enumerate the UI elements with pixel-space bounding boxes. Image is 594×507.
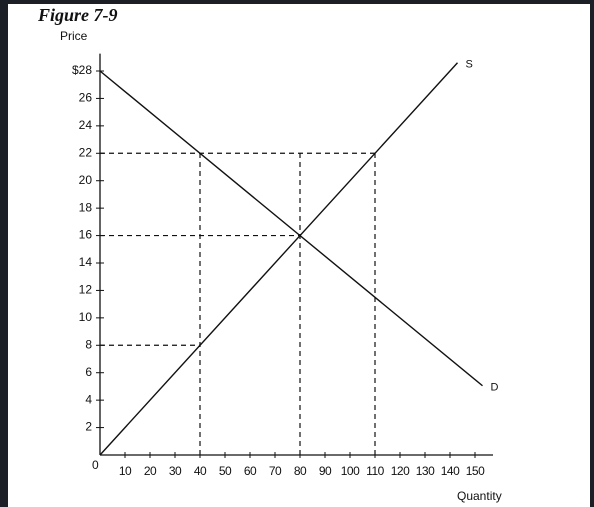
origin-label: 0 <box>92 458 99 472</box>
x-tick-label: 120 <box>391 464 410 478</box>
line <box>99 62 459 456</box>
x-axis-label: Quantity <box>457 489 502 503</box>
frame-left <box>0 0 8 507</box>
y-tick-label: 24 <box>79 118 93 132</box>
x-tick-label: 20 <box>144 464 157 478</box>
x-tick-label: 90 <box>319 464 332 478</box>
y-tick-label: 2 <box>85 420 92 434</box>
y-tick-label: $28 <box>72 63 92 77</box>
y-tick-label: 8 <box>85 337 92 351</box>
y-tick-label: 18 <box>79 200 93 214</box>
x-tick-label: 70 <box>269 464 282 478</box>
x-tick-label: 50 <box>219 464 232 478</box>
line-label: D <box>491 382 499 394</box>
y-tick-label: 22 <box>79 145 93 159</box>
y-axis-label: Price <box>60 29 88 43</box>
y-tick-label: 10 <box>79 310 93 324</box>
y-tick-label: 6 <box>85 365 92 379</box>
y-tick-label: 14 <box>79 255 93 269</box>
x-tick-label: 40 <box>194 464 207 478</box>
x-tick-label: 80 <box>294 464 307 478</box>
x-tick-label: 140 <box>441 464 460 478</box>
x-tick-label: 10 <box>119 464 132 478</box>
x-tick-label: 30 <box>169 464 182 478</box>
x-tick-label: 110 <box>366 464 384 478</box>
chart-title: Figure 7-9 <box>37 5 118 25</box>
y-tick-label: 20 <box>79 173 93 187</box>
line <box>99 70 483 387</box>
line-label: S <box>466 59 473 71</box>
x-tick-label: 130 <box>416 464 435 478</box>
frame-right <box>590 0 594 507</box>
x-tick-label: 60 <box>244 464 257 478</box>
y-tick-label: 12 <box>79 283 93 297</box>
frame-top <box>0 0 594 4</box>
y-tick-label: 26 <box>79 91 93 105</box>
x-tick-label: 100 <box>341 464 360 478</box>
y-tick-label: 16 <box>79 228 93 242</box>
x-tick-label: 150 <box>466 464 485 478</box>
y-tick-label: 4 <box>85 392 92 406</box>
